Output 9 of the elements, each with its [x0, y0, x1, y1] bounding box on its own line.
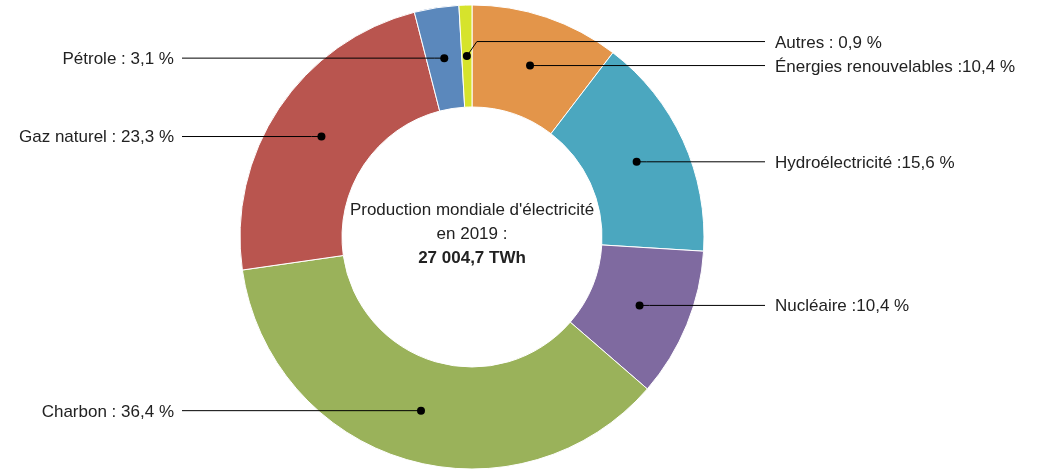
slice-label: Énergies renouvelables :10,4 % [775, 56, 1016, 76]
text: Production mondiale d'électricité en 2019 : [349, 200, 595, 243]
slice-label: Gaz naturel : 23,3 % [19, 127, 174, 147]
text: 27 004,7 TWh [418, 248, 526, 267]
slice-label: Pétrole : 3,1 % [62, 49, 174, 69]
slice-label: Nucléaire :10,4 % [775, 296, 910, 316]
slice-label: Charbon : 36,4 % [41, 401, 174, 421]
slice-label: Hydroélectricité :15,6 % [775, 152, 955, 172]
slice-label: Autres : 0,9 % [775, 32, 882, 52]
